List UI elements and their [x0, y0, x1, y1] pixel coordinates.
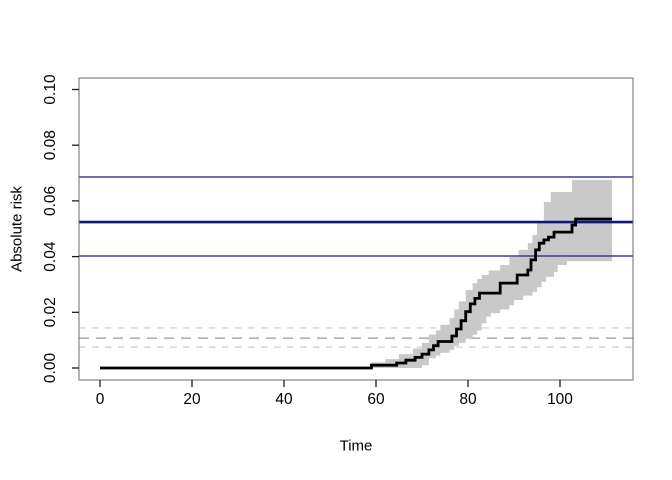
y-tick-label: 0.10 — [42, 74, 59, 105]
y-tick-label: 0.00 — [42, 353, 59, 384]
x-tick-label: 0 — [96, 391, 105, 408]
x-tick-label: 40 — [275, 391, 293, 408]
y-axis-title: Absolute risk — [8, 186, 26, 272]
x-axis-title: Time — [339, 437, 373, 455]
x-tick-label: 100 — [547, 391, 573, 408]
confidence-band — [100, 180, 612, 368]
y-tick-label: 0.04 — [42, 241, 59, 272]
y-tick-label: 0.08 — [42, 130, 59, 160]
absolute-risk-step-curve — [100, 217, 612, 370]
x-tick-label: 80 — [459, 391, 477, 408]
y-tick-label: 0.02 — [42, 297, 59, 327]
x-tick-label: 60 — [367, 391, 385, 408]
y-tick-label: 0.06 — [42, 186, 59, 216]
plot-box — [78, 77, 634, 381]
x-tick-label: 20 — [183, 391, 201, 408]
